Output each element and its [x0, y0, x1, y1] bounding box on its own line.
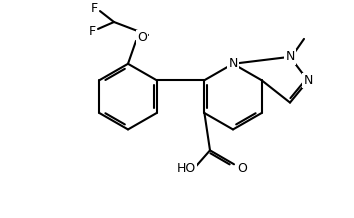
Text: O: O: [237, 162, 247, 175]
Text: HO: HO: [176, 162, 196, 175]
Text: F: F: [88, 26, 96, 38]
Text: N: N: [285, 50, 295, 63]
Text: F: F: [90, 2, 98, 15]
Text: N: N: [303, 74, 313, 87]
Text: O: O: [137, 31, 147, 44]
Text: N: N: [228, 57, 238, 70]
